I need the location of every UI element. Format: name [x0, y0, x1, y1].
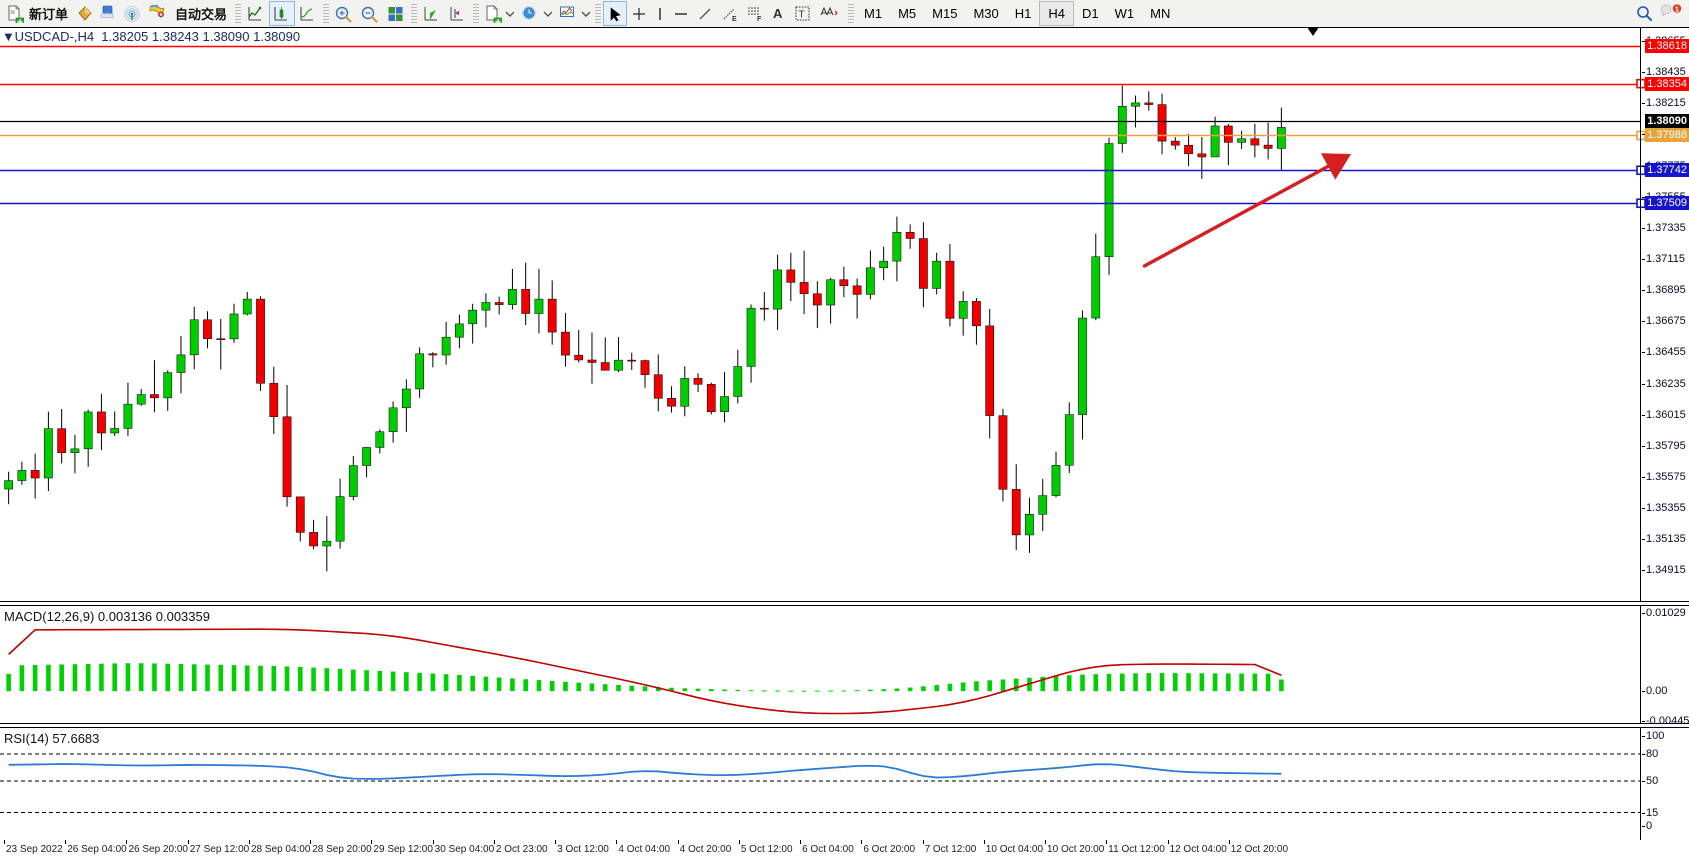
svg-text:T: T: [799, 9, 805, 20]
svg-text:F: F: [757, 16, 762, 23]
svg-text:A: A: [773, 6, 783, 21]
svg-text:E: E: [732, 16, 737, 23]
svg-text:1: 1: [1675, 6, 1679, 13]
